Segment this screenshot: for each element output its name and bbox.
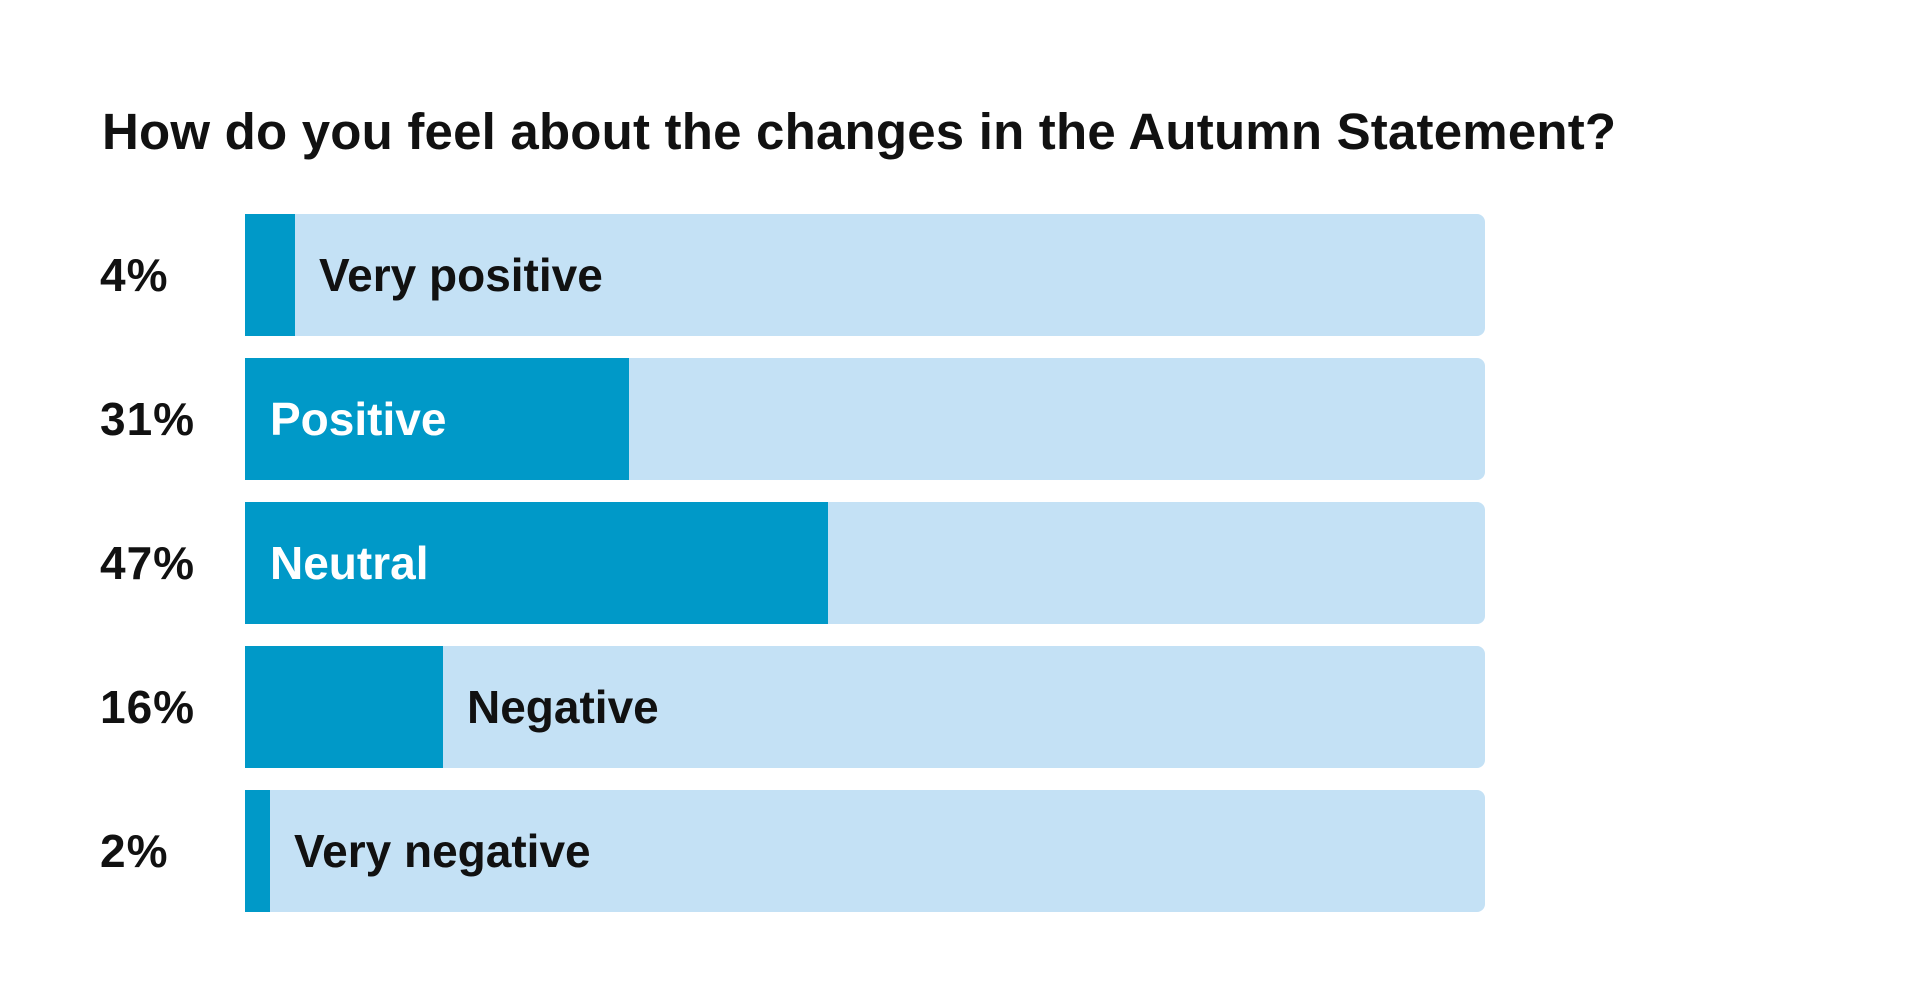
bar-track: Positive <box>245 358 1485 480</box>
bar-row: 2% Very negative <box>0 790 1920 912</box>
category-label: Neutral <box>270 537 429 589</box>
bar-track: Neutral <box>245 502 1485 624</box>
bar <box>245 214 295 336</box>
category-label: Very positive <box>319 249 603 301</box>
bar <box>245 502 828 624</box>
bar-track: Very positive <box>245 214 1485 336</box>
chart-title: How do you feel about the changes in the… <box>102 103 1617 160</box>
value-label: 4% <box>100 249 169 301</box>
bar <box>245 646 443 768</box>
bar-row: 16% Negative <box>0 646 1920 768</box>
bar-track: Very negative <box>245 790 1485 912</box>
bar-row: 31% Positive <box>0 358 1920 480</box>
value-label: 16% <box>100 681 196 733</box>
bar-row: 47% Neutral <box>0 502 1920 624</box>
bar-row: 4% Very positive <box>0 214 1920 336</box>
value-label: 31% <box>100 393 196 445</box>
bar <box>245 358 629 480</box>
category-label: Very negative <box>294 825 591 877</box>
value-label: 2% <box>100 825 169 877</box>
bar <box>245 790 270 912</box>
value-label: 47% <box>100 537 196 589</box>
category-label: Negative <box>467 681 659 733</box>
bar-track: Negative <box>245 646 1485 768</box>
category-label: Positive <box>270 393 447 445</box>
